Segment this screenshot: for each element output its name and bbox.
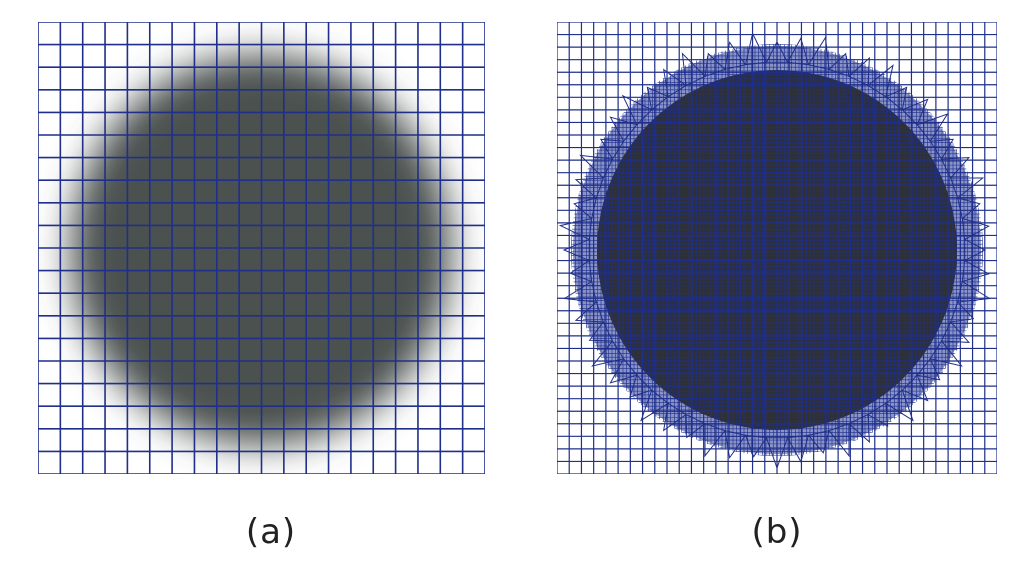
boundary-element: [848, 413, 870, 444]
boundary-element: [940, 157, 971, 179]
boundary-element: [828, 422, 850, 458]
boundary-element: [765, 40, 789, 63]
boundary-element: [866, 402, 889, 428]
boundary-element: [848, 56, 870, 87]
panel-b-boundary-elements: [558, 31, 992, 470]
boundary-element: [929, 138, 955, 161]
boundary-element: [961, 217, 990, 241]
panel-b-refined-mesh: [557, 22, 997, 474]
caption-a: (a): [245, 512, 297, 552]
boundary-element: [916, 113, 949, 143]
boundary-element: [569, 259, 593, 283]
boundary-element: [957, 280, 992, 303]
boundary-element: [629, 374, 653, 398]
boundary-element: [562, 238, 590, 262]
caption-b: (b): [751, 512, 803, 552]
boundary-element: [562, 280, 597, 303]
boundary-element: [609, 116, 638, 143]
boundary-element: [786, 434, 810, 463]
boundary-element: [704, 422, 726, 458]
panel-b-figure: [557, 22, 997, 474]
panel-a-grid: [38, 22, 485, 474]
boundary-element: [599, 138, 625, 161]
boundary-element: [901, 374, 929, 402]
boundary-element: [574, 301, 605, 323]
boundary-element: [646, 86, 670, 111]
boundary-element: [579, 154, 614, 179]
boundary-element: [609, 357, 638, 384]
boundary-element: [949, 301, 975, 323]
boundary-element: [621, 94, 653, 126]
boundary-element: [807, 429, 830, 454]
boundary-element: [744, 31, 768, 66]
boundary-element: [867, 64, 894, 98]
boundary-element: [765, 437, 789, 470]
boundary-element: [685, 413, 707, 439]
boundary-element: [591, 340, 625, 367]
boundary-element: [662, 402, 687, 432]
panel-a-blurred-sphere: [38, 22, 485, 474]
boundary-element: [640, 389, 670, 422]
boundary-element: [588, 320, 614, 342]
boundary-element: [724, 41, 747, 71]
boundary-element: [807, 35, 830, 70]
boundary-element: [786, 37, 810, 66]
boundary-element: [558, 217, 593, 241]
boundary-element: [961, 259, 990, 283]
boundary-element: [662, 68, 687, 98]
boundary-element: [884, 86, 908, 111]
boundary-element: [744, 434, 768, 458]
boundary-element: [574, 177, 605, 199]
boundary-element: [681, 52, 706, 87]
boundary-element: [573, 197, 598, 220]
boundary-element: [949, 177, 985, 199]
boundary-element: [828, 52, 850, 78]
boundary-element: [956, 197, 981, 220]
boundary-element: [916, 357, 941, 381]
boundary-element: [704, 52, 726, 78]
boundary-element: [940, 321, 971, 343]
boundary-element: [964, 238, 987, 262]
boundary-element: [884, 389, 914, 422]
panel-a-figure: [38, 22, 485, 474]
boundary-element: [901, 98, 929, 126]
boundary-element: [724, 429, 747, 459]
boundary-element: [929, 340, 963, 367]
